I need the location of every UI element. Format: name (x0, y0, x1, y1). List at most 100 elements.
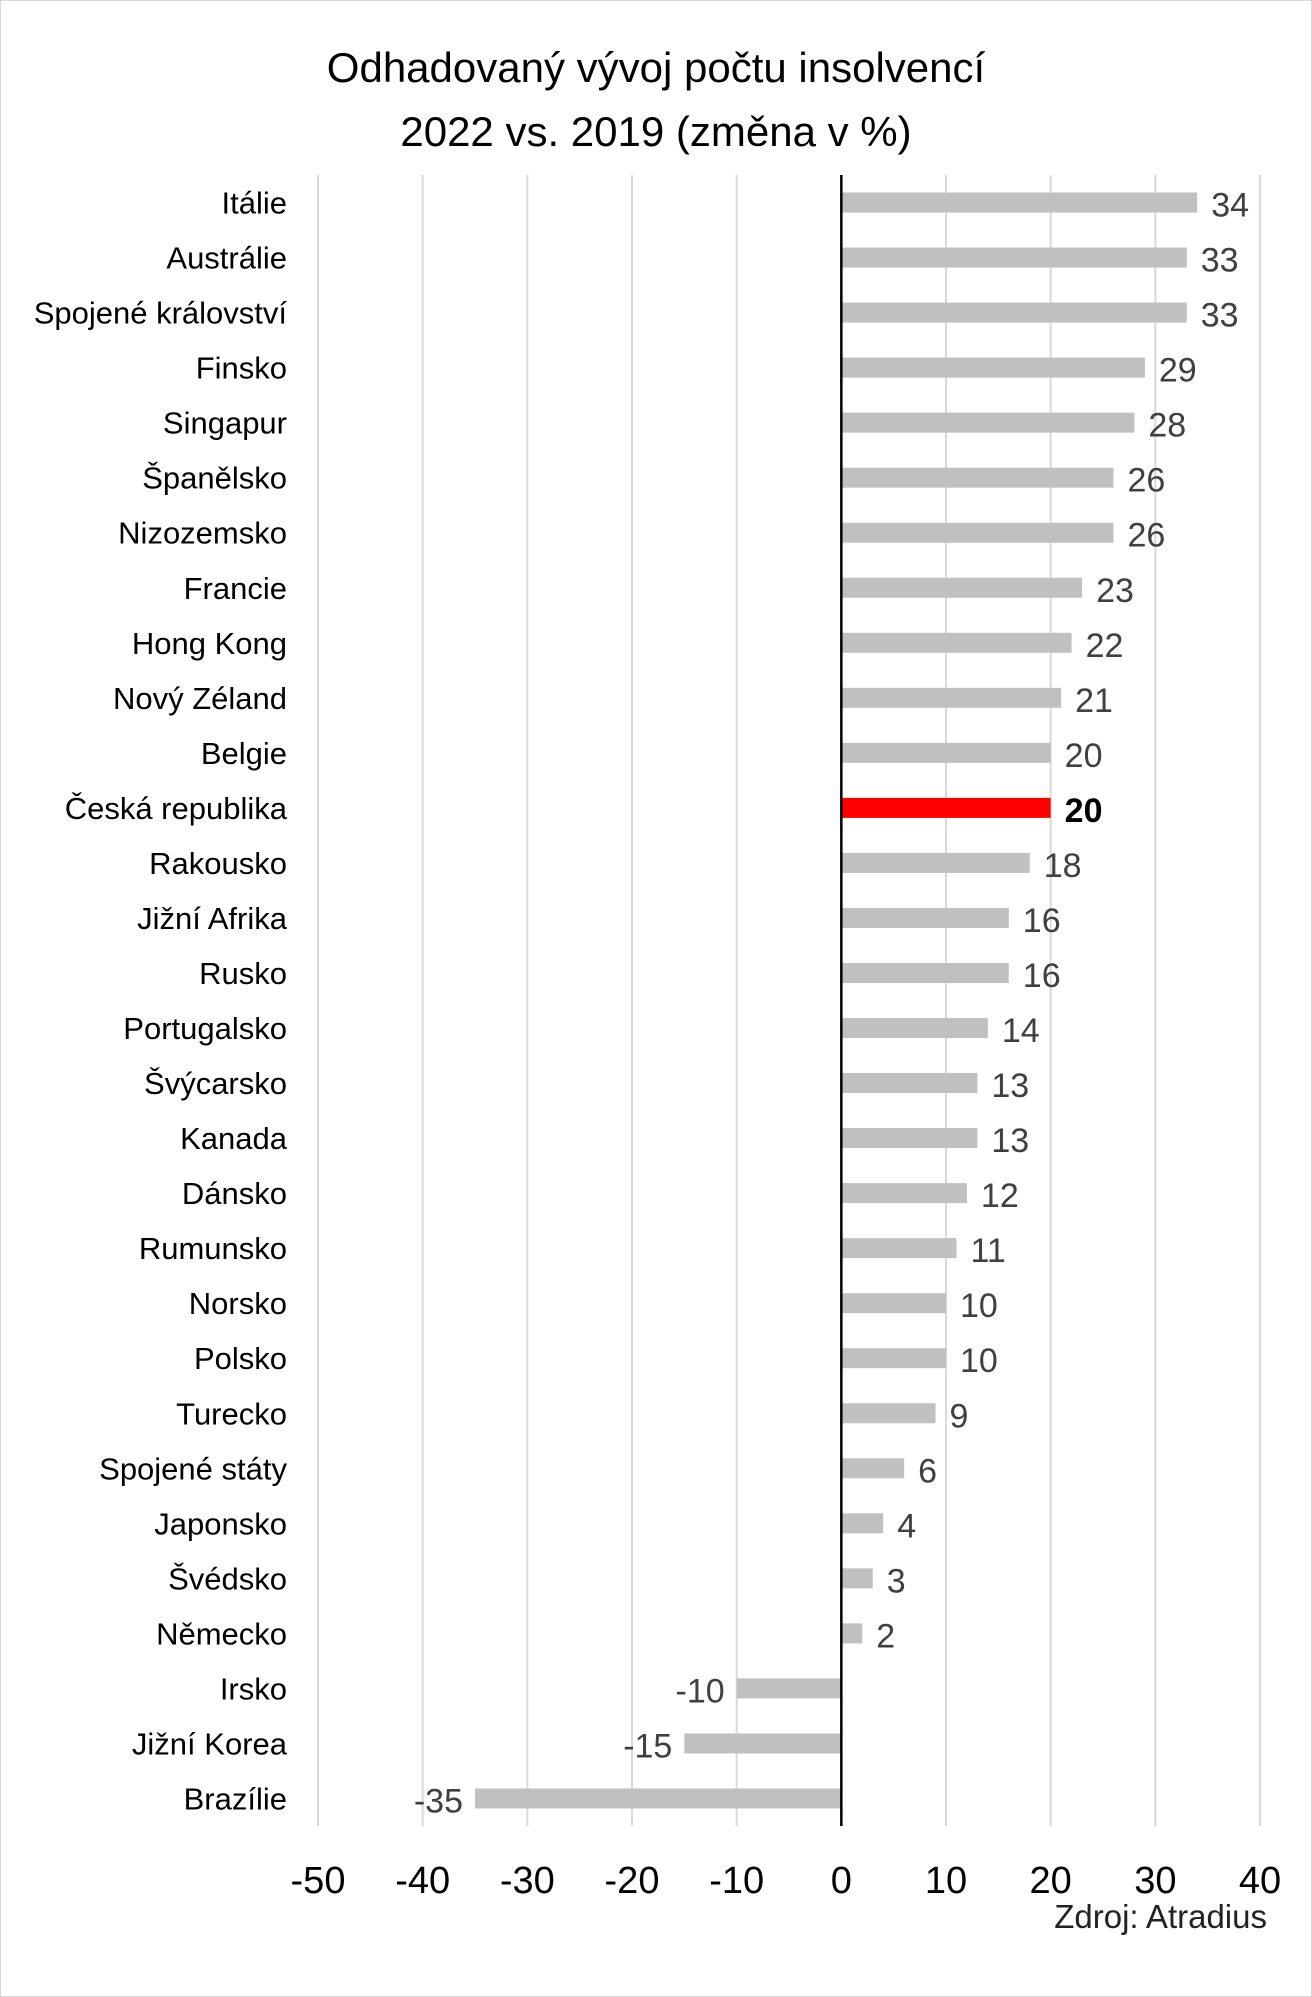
category-label: Kanada (180, 1121, 288, 1156)
bar (841, 797, 1051, 818)
data-label: 4 (897, 1507, 916, 1545)
bar (841, 1513, 884, 1534)
bar (736, 1678, 842, 1699)
category-label: Rumunsko (139, 1231, 287, 1266)
bar (841, 1183, 967, 1204)
category-label: Belgie (201, 736, 287, 771)
bar (841, 412, 1135, 433)
source-note: Zdroj: Atradius (1054, 1898, 1267, 1935)
data-label: 34 (1211, 187, 1249, 225)
x-tick-label: -50 (291, 1860, 346, 1902)
data-label: 6 (918, 1452, 937, 1490)
category-label: Finsko (196, 351, 287, 386)
x-tick-label: -30 (500, 1860, 555, 1902)
bar (475, 1788, 842, 1809)
category-label: Francie (184, 571, 287, 606)
category-label: Česká republika (65, 791, 288, 826)
x-tick-label: 30 (1134, 1860, 1176, 1902)
bar (841, 742, 1051, 763)
data-label: 23 (1096, 572, 1134, 610)
bar (841, 852, 1030, 873)
category-label: Rusko (199, 956, 287, 991)
data-label: 26 (1127, 517, 1165, 555)
data-label: 28 (1148, 407, 1186, 445)
bar (841, 687, 1062, 708)
data-label: 16 (1023, 957, 1061, 995)
bar (841, 962, 1009, 983)
data-label: -15 (623, 1727, 672, 1765)
data-label: 11 (970, 1232, 1005, 1270)
category-label: Švédsko (168, 1561, 287, 1596)
data-label: 13 (991, 1067, 1029, 1105)
chart-title: Odhadovaný vývoj počtu insolvencí 2022 v… (0, 36, 1312, 164)
data-label: 18 (1044, 847, 1082, 885)
x-tick-label: 0 (831, 1860, 852, 1902)
category-label: Nový Zéland (113, 681, 287, 716)
x-tick-label: -10 (709, 1860, 764, 1902)
data-label: 10 (960, 1342, 998, 1380)
category-label: Dánsko (182, 1176, 287, 1211)
category-label: Švýcarsko (144, 1066, 287, 1101)
category-label: Brazílie (184, 1781, 287, 1816)
bar (841, 1623, 863, 1644)
bar (841, 1348, 946, 1369)
bar (841, 1293, 946, 1314)
data-label: -10 (676, 1672, 725, 1710)
data-label: 29 (1159, 352, 1197, 390)
bar (841, 247, 1187, 268)
category-label: Rakousko (149, 846, 287, 881)
bar (841, 1458, 905, 1479)
category-label: Singapur (163, 406, 287, 441)
data-label: 13 (991, 1122, 1029, 1160)
bar (841, 1403, 936, 1424)
bar (841, 1073, 978, 1094)
bar (841, 302, 1187, 323)
x-tick-label: 40 (1239, 1860, 1281, 1902)
bar (841, 1238, 957, 1259)
x-tick-label: -40 (395, 1860, 450, 1902)
category-label: Nizozemsko (118, 516, 287, 551)
bar (841, 522, 1114, 543)
data-label: 26 (1127, 462, 1165, 500)
category-label: Polsko (194, 1341, 287, 1376)
category-label: Japonsko (154, 1506, 287, 1541)
bar (841, 357, 1145, 378)
bar (841, 192, 1198, 213)
category-label: Irsko (220, 1671, 287, 1706)
category-label: Jižní Afrika (137, 901, 288, 936)
chart-title-line-2: 2022 vs. 2019 (změna v %) (400, 108, 912, 155)
data-label: 2 (876, 1617, 895, 1655)
category-label: Spojené království (34, 296, 288, 331)
bar (841, 1018, 988, 1039)
bar (841, 632, 1072, 653)
data-label: 20 (1065, 792, 1103, 830)
category-label: Německo (156, 1616, 287, 1651)
bar (684, 1733, 842, 1754)
category-label: Jižní Korea (132, 1726, 288, 1761)
data-label: 22 (1086, 627, 1124, 665)
bar (841, 1128, 978, 1149)
category-label: Itálie (222, 186, 287, 221)
data-label: 33 (1201, 242, 1239, 280)
x-tick-label: 20 (1030, 1860, 1072, 1902)
data-label: 21 (1075, 682, 1113, 720)
bar (841, 467, 1114, 488)
category-label: Norsko (189, 1286, 287, 1321)
chart-title-line-1: Odhadovaný vývoj počtu insolvencí (326, 44, 986, 91)
category-label: Austrálie (166, 241, 287, 276)
category-label: Portugalsko (123, 1011, 287, 1046)
data-label: 10 (960, 1287, 998, 1325)
data-label: 20 (1065, 737, 1103, 775)
category-label: Hong Kong (132, 626, 287, 661)
bar (841, 907, 1009, 928)
data-label: 9 (950, 1397, 969, 1435)
data-label: 3 (887, 1562, 906, 1600)
category-label: Španělsko (142, 461, 287, 496)
data-label: 14 (1002, 1012, 1040, 1050)
data-label: 16 (1023, 902, 1061, 940)
bar (841, 1568, 873, 1589)
data-label: 12 (981, 1177, 1019, 1215)
x-tick-label: -20 (605, 1860, 660, 1902)
